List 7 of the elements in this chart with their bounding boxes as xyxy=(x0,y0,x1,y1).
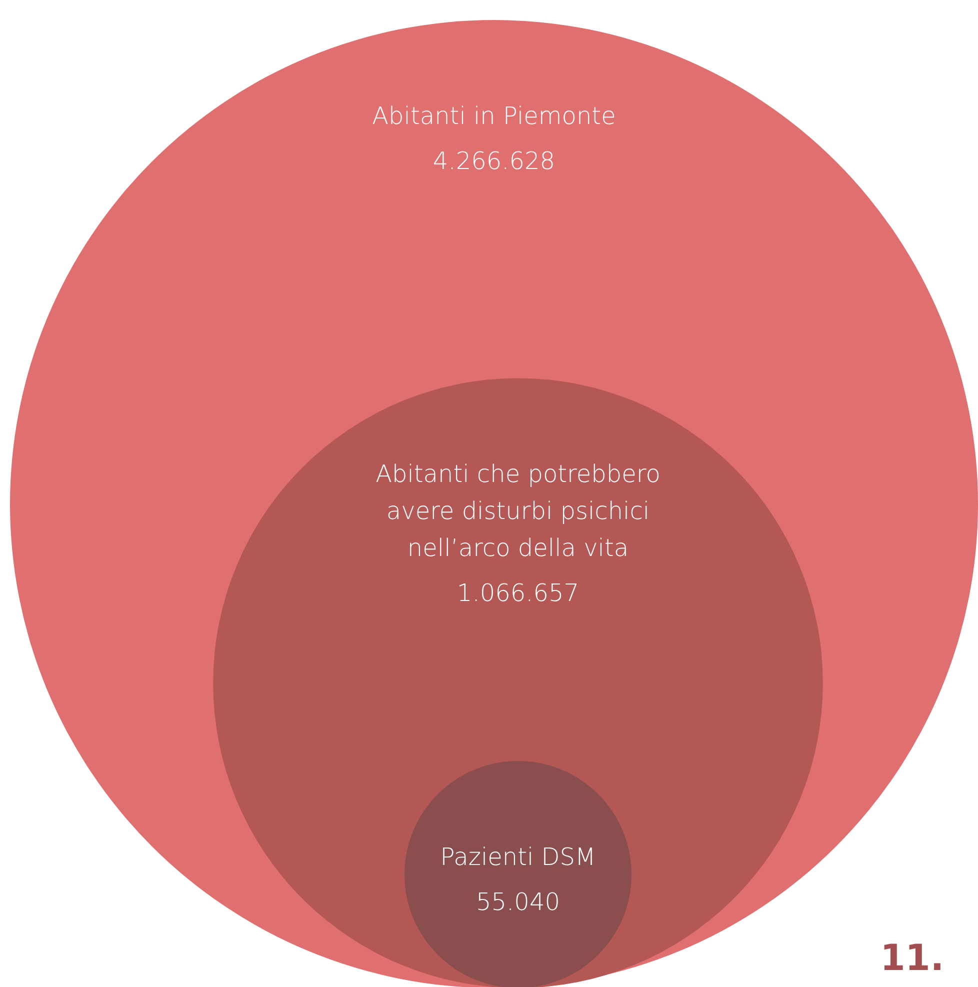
category-label: Abitanti che potrebbero avere disturbi psichici nell’arco della vita xyxy=(376,460,660,562)
category-label: Abitanti in Piemonte xyxy=(372,102,616,130)
category-label: Pazienti DSM xyxy=(440,842,596,871)
text: 11. xyxy=(880,938,944,979)
data-label: 4.266.628 xyxy=(432,147,556,175)
data-label: 1.066.657 xyxy=(456,579,580,608)
data-label: 55.040 xyxy=(476,888,560,916)
